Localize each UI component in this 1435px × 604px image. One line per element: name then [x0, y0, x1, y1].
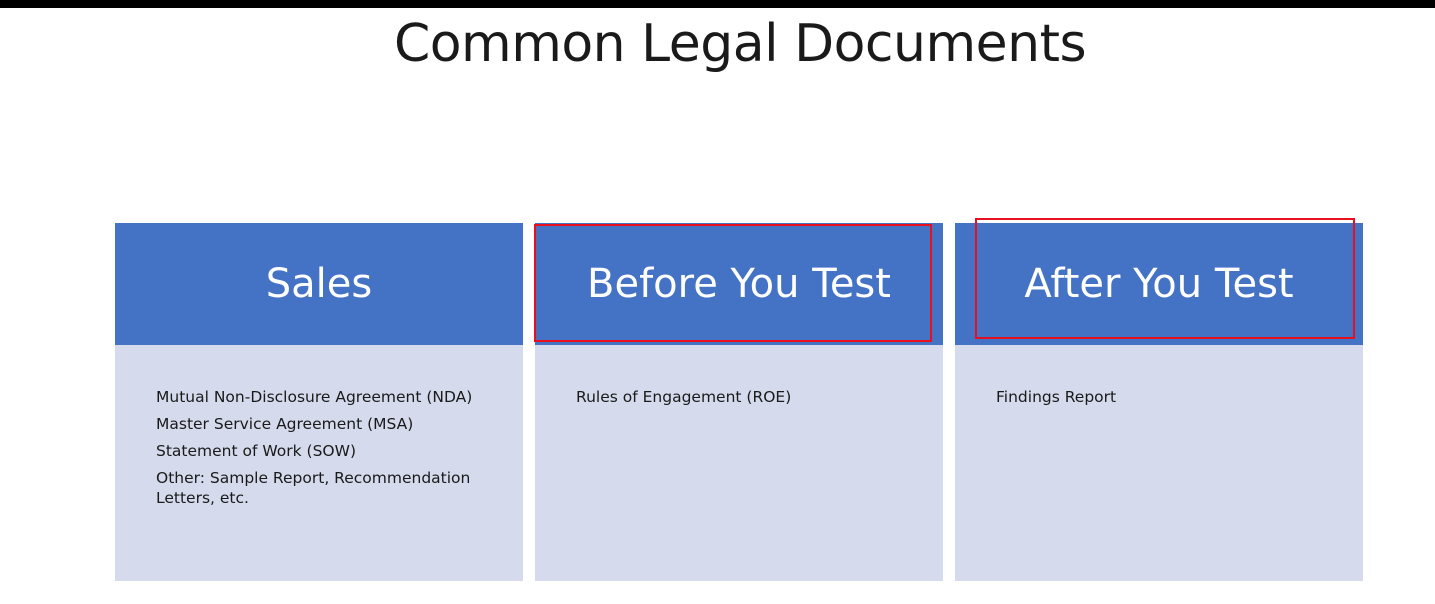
- slide-title: Common Legal Documents: [393, 14, 1087, 74]
- document-list-before-you-test: Rules of Engagement (ROE): [576, 387, 907, 407]
- list-item: Master Service Agreement (MSA): [156, 415, 414, 433]
- column-after-you-test: After You Test Findings Report: [955, 223, 1363, 581]
- list-item: Mutual Non-Disclosure Agreement (NDA): [156, 388, 473, 406]
- list-item: Findings Report: [996, 388, 1117, 406]
- column-body-sales: Mutual Non-Disclosure Agreement (NDA) Ma…: [115, 345, 523, 581]
- list-item: Rules of Engagement (ROE): [576, 388, 792, 406]
- column-sales: Sales Mutual Non-Disclosure Agreement (N…: [115, 223, 523, 581]
- top-bar: [0, 0, 1435, 8]
- document-list-sales: Mutual Non-Disclosure Agreement (NDA) Ma…: [156, 387, 487, 508]
- column-header-before-you-test: Before You Test: [535, 223, 943, 345]
- highlight-box-before-you-test: [534, 224, 932, 342]
- column-body-after-you-test: Findings Report: [955, 345, 1363, 581]
- list-item: Statement of Work (SOW): [156, 442, 356, 460]
- column-header-after-you-test: After You Test: [955, 223, 1363, 345]
- column-header-sales: Sales: [115, 223, 523, 345]
- list-item: Other: Sample Report, Recommendation Let…: [156, 469, 471, 507]
- column-before-you-test: Before You Test Rules of Engagement (ROE…: [535, 223, 943, 581]
- highlight-box-after-you-test: [975, 218, 1355, 339]
- document-list-after-you-test: Findings Report: [996, 387, 1327, 407]
- column-body-before-you-test: Rules of Engagement (ROE): [535, 345, 943, 581]
